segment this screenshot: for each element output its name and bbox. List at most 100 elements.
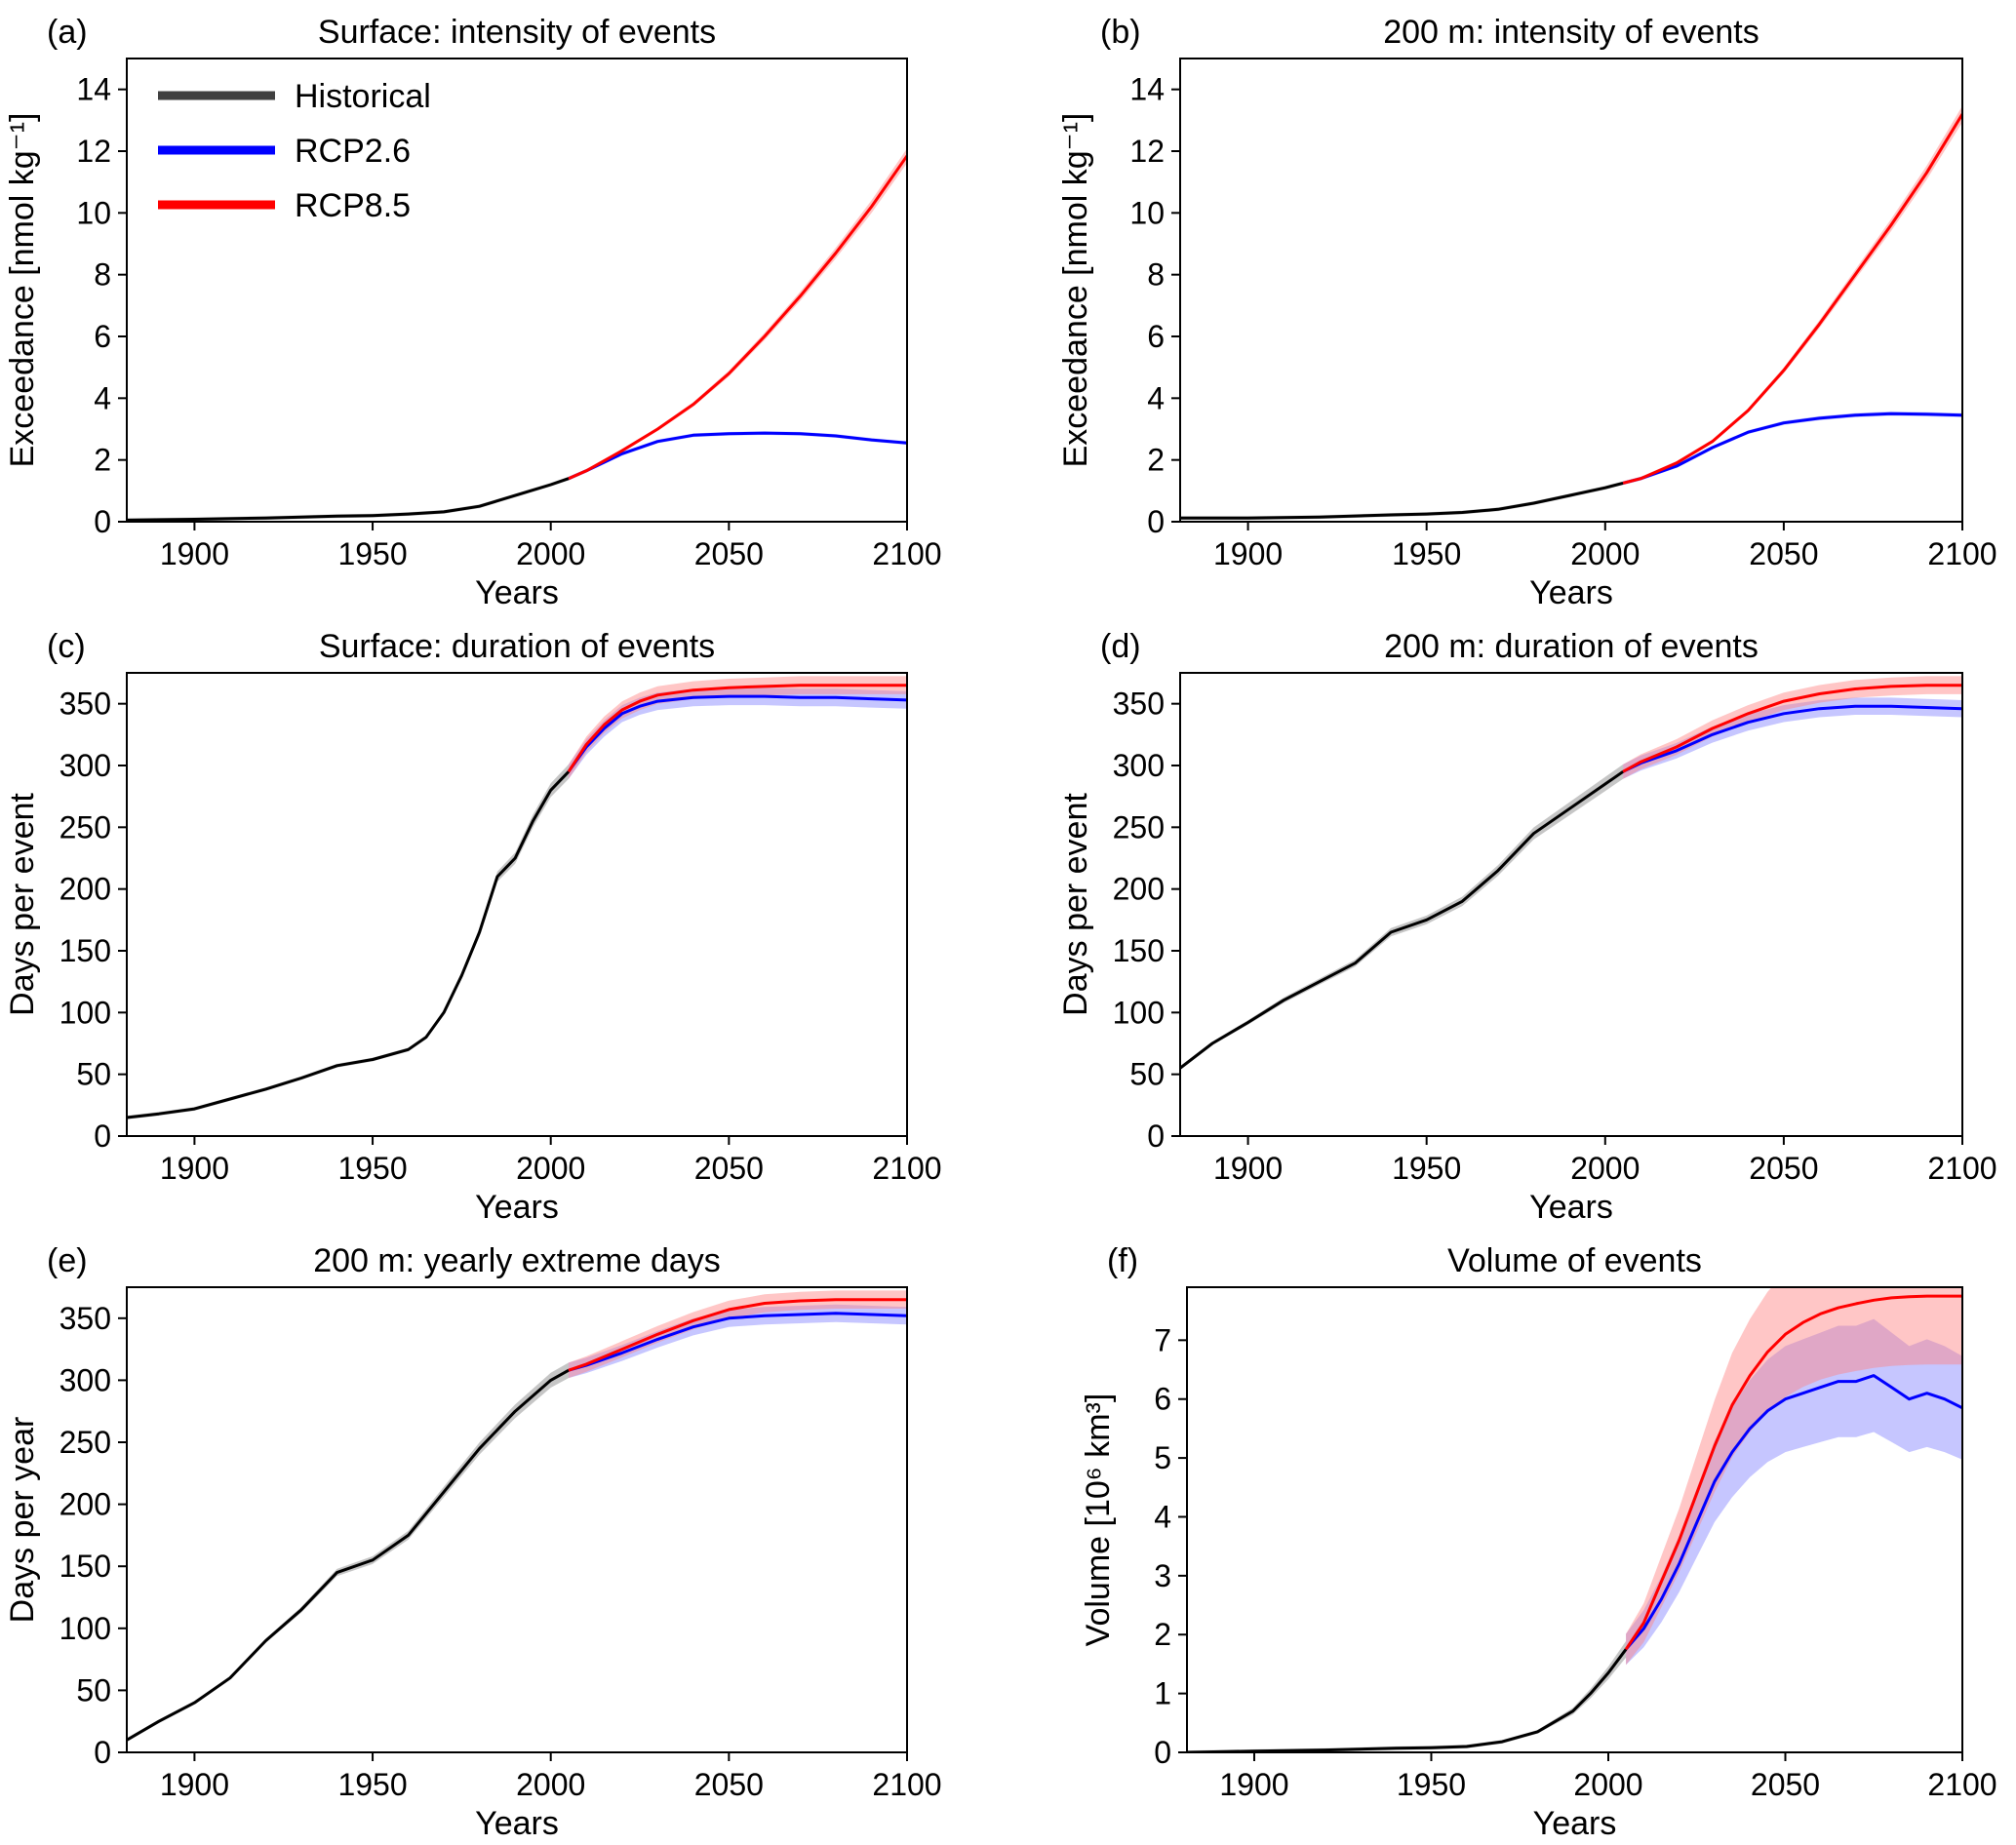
x-axis-label: Years: [1529, 1189, 1613, 1226]
x-tick-label: 2050: [694, 1767, 764, 1802]
plot-area: [127, 148, 907, 522]
line-rcp85: [568, 154, 907, 481]
line-rcp26: [568, 1312, 907, 1372]
legend-label: RCP2.6: [295, 133, 411, 170]
x-tick-label: 2100: [872, 536, 941, 571]
panel-1: 1900 1950 2000 2050 2100 0 2 4 6 8 10 12 14 Years Exce…: [4, 14, 942, 611]
line-rcp26: [1622, 704, 1962, 773]
x-tick-label: 2050: [1749, 536, 1818, 571]
y-tick-label: 50: [1129, 1057, 1165, 1092]
x-axis-label: Years: [475, 1805, 559, 1842]
x-tick-label: 1950: [1397, 1767, 1466, 1802]
y-tick-label: 1: [1154, 1676, 1171, 1711]
y-tick-label: 350: [59, 1301, 111, 1336]
chart-title: Volume of events: [1447, 1242, 1702, 1279]
line-historical: [127, 770, 571, 1119]
y-axis-label: Volume [10⁶ km³]: [1080, 1394, 1117, 1647]
x-axis-label: Years: [475, 574, 559, 611]
x-tick-label: 2100: [1927, 1767, 1996, 1802]
chart-title: 200 m: yearly extreme days: [313, 1242, 721, 1279]
plot-area: [1187, 1287, 1962, 1752]
line-rcp26: [1624, 1374, 1962, 1651]
y-tick-label: 0: [1147, 504, 1165, 539]
panel-4: 1900 1950 2000 2050 2100 0 50 100 150 200 250 300 35…: [1057, 628, 1997, 1226]
y-tick-label: 0: [1154, 1735, 1171, 1770]
line-historical: [1180, 481, 1624, 520]
y-tick-label: 0: [1147, 1119, 1165, 1154]
x-tick-label: 2100: [1927, 536, 1996, 571]
y-tick-label: 0: [94, 1735, 111, 1770]
chart-title: Surface: duration of events: [319, 628, 715, 665]
x-tick-label: 2100: [872, 1767, 941, 1802]
y-tick-label: 50: [76, 1057, 111, 1092]
panel-3: 1900 1950 2000 2050 2100 0 50 100 150 200 250 300 35…: [4, 628, 942, 1226]
line-rcp26: [568, 431, 907, 481]
plot-area: [127, 1290, 907, 1743]
panel-letter: (b): [1100, 14, 1141, 51]
y-tick-label: 350: [1113, 687, 1165, 722]
x-tick-label: 1950: [337, 536, 407, 571]
axes-frame: [1186, 1286, 1963, 1753]
line-historical: [127, 1368, 570, 1742]
x-tick-label: 2050: [1751, 1767, 1820, 1802]
y-tick-label: 12: [76, 134, 111, 169]
band-rcp26: [1623, 697, 1962, 779]
y-tick-label: 4: [1154, 1499, 1171, 1534]
y-tick-label: 250: [59, 1425, 111, 1460]
band-rcp85: [569, 148, 907, 481]
y-tick-label: 100: [1113, 995, 1165, 1030]
panel-letter: (d): [1100, 628, 1141, 665]
y-tick-label: 150: [1113, 933, 1165, 968]
y-axis-label: Exceedance [nmol kg⁻¹]: [4, 113, 41, 468]
x-tick-label: 2000: [516, 1767, 585, 1802]
x-axis-label: Years: [1529, 574, 1613, 611]
y-tick-label: 6: [94, 319, 111, 354]
y-tick-label: 10: [76, 195, 111, 230]
x-tick-label: 2050: [694, 1151, 764, 1186]
y-tick-label: 14: [76, 72, 111, 107]
axes-frame: [126, 58, 908, 523]
panel-6: 1900 1950 2000 2050 2100 0 1 2 3 4 5 6 7 Years Volume …: [1080, 1242, 1997, 1842]
y-tick-label: 7: [1154, 1322, 1171, 1357]
y-tick-label: 200: [59, 1487, 111, 1522]
x-tick-label: 2000: [1570, 536, 1640, 571]
y-tick-label: 150: [59, 1549, 111, 1584]
y-tick-label: 12: [1129, 134, 1165, 169]
panel-letter: (c): [47, 628, 86, 665]
axes-frame: [1179, 672, 1963, 1137]
panel-letter: (e): [47, 1242, 88, 1279]
x-tick-label: 2100: [872, 1151, 941, 1186]
band-rcp85: [569, 1290, 907, 1379]
x-tick-label: 1900: [160, 1151, 229, 1186]
x-tick-label: 1900: [1213, 536, 1283, 571]
y-axis-label: Days per event: [4, 793, 41, 1016]
band-rcp26: [1626, 1318, 1962, 1666]
x-tick-label: 1900: [160, 1767, 229, 1802]
y-tick-label: 4: [94, 380, 111, 415]
line-rcp85: [567, 684, 907, 773]
y-tick-label: 100: [59, 1611, 111, 1646]
panel-5: 1900 1950 2000 2050 2100 0 50 100 150 200 250 300 35…: [4, 1242, 942, 1842]
band-historical: [127, 764, 569, 1119]
line-rcp85: [1622, 113, 1962, 485]
x-tick-label: 1950: [1392, 1151, 1461, 1186]
x-tick-label: 1950: [1392, 536, 1461, 571]
legend-label: RCP8.5: [295, 187, 411, 224]
y-tick-label: 6: [1147, 319, 1165, 354]
line-rcp85: [1624, 1294, 1962, 1651]
y-tick-label: 300: [59, 1362, 111, 1397]
y-tick-label: 200: [1113, 872, 1165, 907]
legend: Historical RCP2.6 RCP8.5: [158, 78, 431, 224]
y-axis-label: Days per event: [1057, 793, 1094, 1016]
y-tick-label: 3: [1154, 1558, 1171, 1593]
band-rcp85: [569, 676, 907, 779]
y-tick-label: 250: [59, 809, 111, 844]
y-tick-label: 100: [59, 995, 111, 1030]
x-tick-label: 1950: [337, 1767, 407, 1802]
x-axis-label: Years: [1533, 1805, 1617, 1842]
y-tick-label: 250: [1113, 809, 1165, 844]
y-tick-label: 300: [59, 748, 111, 783]
x-tick-label: 1900: [1213, 1151, 1283, 1186]
panel-letter: (a): [47, 14, 88, 51]
